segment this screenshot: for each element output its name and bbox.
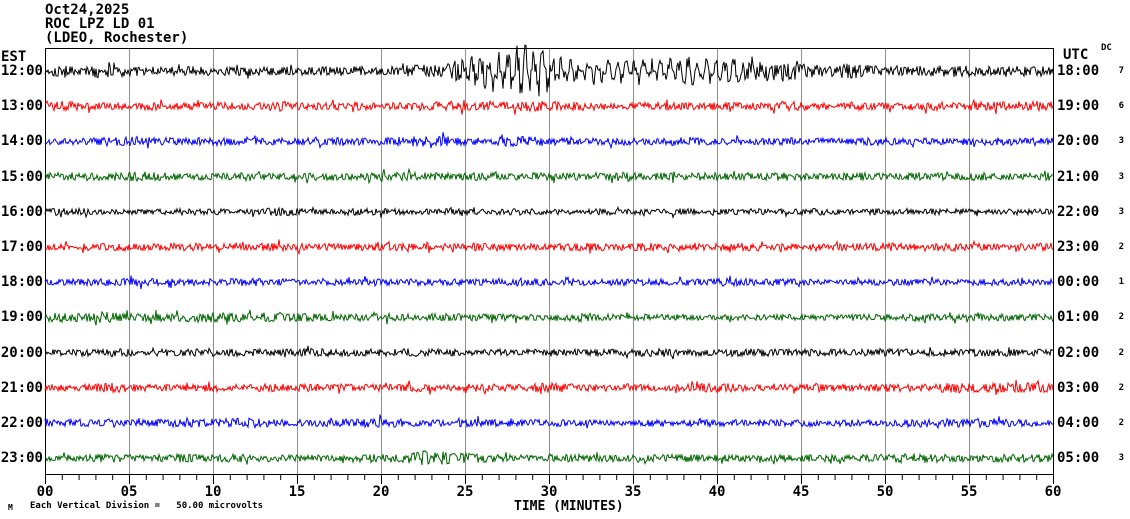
est-hour-label: 12:00	[0, 63, 43, 79]
utc-hour-label: 23:00	[1057, 239, 1100, 255]
x-tick-label: 60	[1044, 484, 1062, 500]
dc-value: 2	[1118, 418, 1124, 428]
utc-hour-label: 01:00	[1057, 309, 1100, 326]
seismogram-trace-19-00	[44, 309, 1054, 326]
dc-value: 2	[1118, 242, 1124, 252]
seismogram-trace-18-00	[44, 275, 1054, 290]
header-station-id: ROC LPZ LD 01	[45, 16, 155, 32]
lamont-logo-mark: M	[8, 503, 13, 512]
utc-hour-label: 05:00	[1057, 450, 1100, 467]
dc-value: 3	[1118, 453, 1124, 464]
seismogram-trace-13-00	[44, 99, 1054, 115]
est-hour-label: 17:00	[0, 239, 43, 255]
dc-value: 6	[1118, 101, 1124, 112]
dc-value: 2	[1118, 312, 1124, 323]
dc-value: 7	[1118, 66, 1124, 76]
seismogram-trace-22-00	[44, 414, 1054, 430]
utc-hour-label: 03:00	[1057, 379, 1100, 396]
est-hour-label: 16:00	[0, 203, 43, 220]
utc-hour-label: 18:00	[1057, 63, 1100, 79]
x-tick-label: 55	[960, 484, 978, 500]
x-tick-label: 35	[624, 484, 642, 500]
dc-column-title: DC	[1101, 43, 1112, 53]
x-tick-label: 10	[204, 484, 222, 500]
utc-hour-label: 19:00	[1057, 98, 1100, 115]
x-axis-title: TIME (MINUTES)	[514, 499, 624, 514]
x-tick-label: 25	[456, 484, 474, 500]
x-tick-label: 20	[372, 484, 390, 500]
x-tick-label: 30	[540, 484, 558, 500]
est-hour-label: 18:00	[0, 274, 43, 291]
dc-value: 3	[1118, 136, 1124, 147]
x-tick-label: 50	[876, 484, 894, 500]
x-tick-label: 15	[288, 484, 306, 500]
est-hour-label: 23:00	[0, 450, 43, 467]
utc-hour-label: 20:00	[1057, 133, 1100, 150]
x-tick-label: 40	[708, 484, 726, 500]
seismogram-trace-20-00	[44, 345, 1054, 360]
est-hour-label: 15:00	[0, 168, 43, 185]
seismogram-trace-15-00	[44, 167, 1054, 185]
seismogram-trace-21-00	[44, 379, 1054, 396]
est-hour-label: 22:00	[0, 415, 43, 431]
dc-value: 2	[1118, 347, 1124, 358]
left-axis-title-est: EST	[1, 49, 27, 65]
seismogram-trace-12-00	[44, 44, 1054, 97]
x-axis-ticks	[45, 474, 1054, 484]
utc-hour-label: 02:00	[1057, 344, 1100, 361]
seismogram-trace-23-00	[44, 450, 1054, 466]
seismogram-trace-14-00	[44, 132, 1054, 150]
header-date: Oct24,2025	[45, 2, 130, 18]
utc-hour-label: 22:00	[1057, 203, 1100, 220]
dc-value: 1	[1118, 277, 1124, 288]
est-hour-label: 21:00	[0, 379, 43, 396]
utc-hour-label: 04:00	[1057, 415, 1100, 431]
dc-value: 3	[1118, 171, 1124, 182]
est-hour-label: 20:00	[0, 344, 43, 361]
gridlines	[129, 48, 970, 474]
seismogram-traces	[44, 44, 1054, 466]
dc-value: 3	[1118, 206, 1124, 217]
utc-hour-label: 00:00	[1057, 274, 1100, 291]
x-tick-label: 05	[120, 484, 138, 500]
right-axis-title-utc: UTC	[1063, 47, 1089, 63]
est-hour-label: 14:00	[0, 133, 43, 150]
header-station-location: (LDEO, Rochester)	[45, 30, 189, 46]
seismogram-trace-17-00	[44, 239, 1054, 256]
seismogram-trace-16-00	[44, 205, 1054, 219]
x-tick-label: 45	[792, 484, 810, 500]
vertical-division-scale-note: Each Vertical Division = 50.00 microvolt…	[30, 501, 263, 511]
x-tick-label: 00	[36, 484, 54, 500]
dc-value: 2	[1118, 382, 1124, 393]
est-hour-label: 13:00	[0, 98, 43, 115]
est-hour-label: 19:00	[0, 309, 43, 326]
utc-hour-label: 21:00	[1057, 168, 1100, 185]
